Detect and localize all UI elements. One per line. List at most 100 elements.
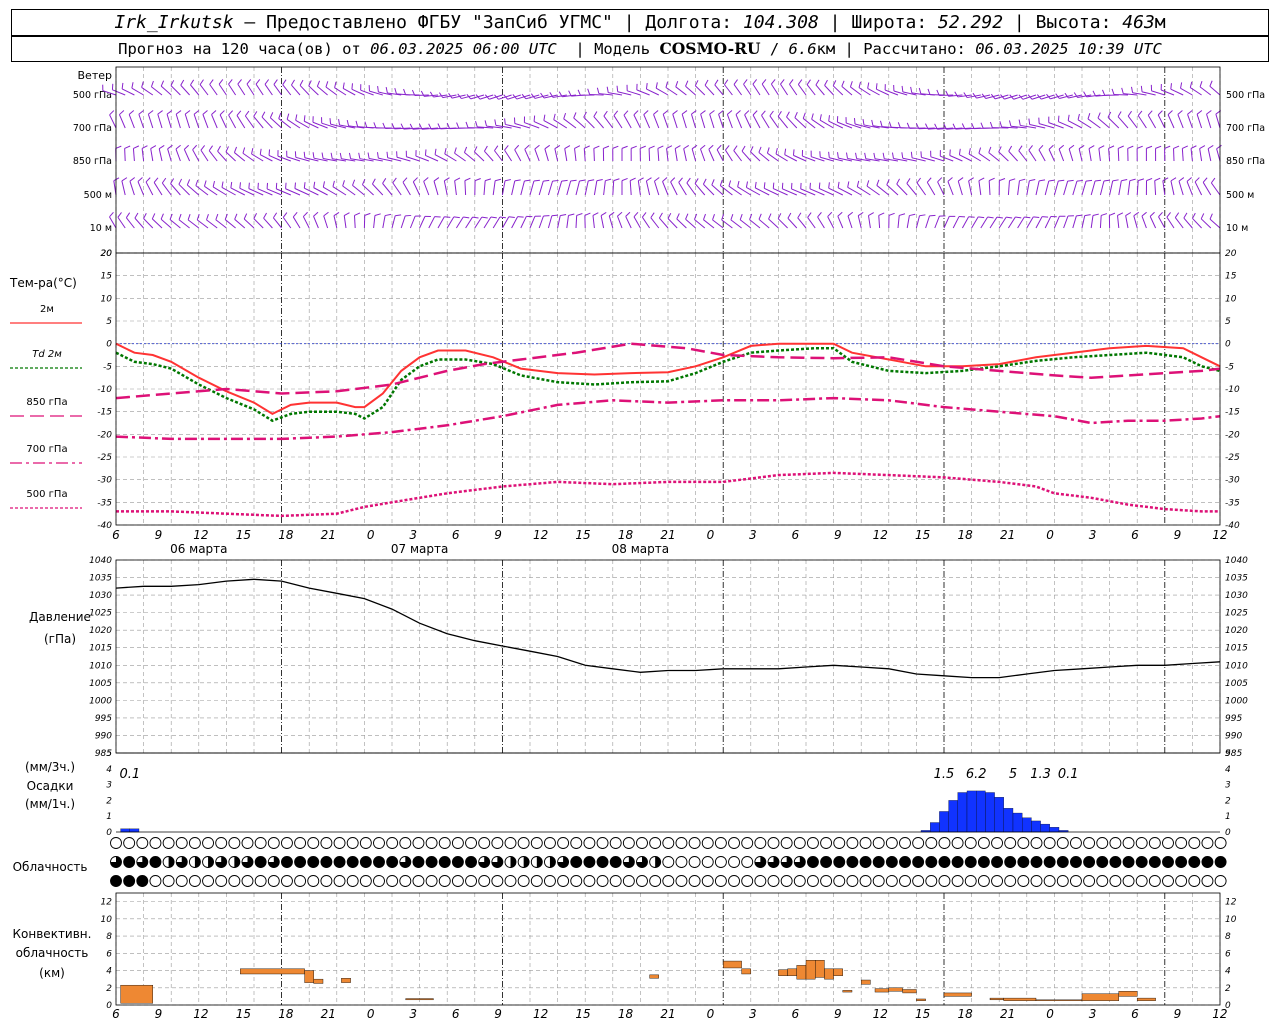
cloud-circle [714, 856, 727, 868]
wind-barb-feather [971, 122, 975, 129]
wind-barb-feather [128, 110, 135, 115]
wind-barb-staff [443, 180, 448, 196]
cloud-circle [596, 875, 609, 887]
cloud-circle [938, 837, 951, 849]
temp-tick-right: -5 [1225, 362, 1234, 372]
wind-barb-feather [584, 212, 591, 216]
cloud-symbol [530, 856, 543, 868]
cloud-symbol [1096, 837, 1109, 849]
wind-barb-staff [464, 152, 476, 162]
wind-barb-staff [547, 180, 554, 196]
wind-barb-staff [199, 84, 209, 96]
wind-barb-staff [1048, 122, 1064, 129]
cloud-circle [636, 875, 648, 887]
wind-barb-feather [1186, 177, 1192, 182]
wind-barb-feather [1058, 179, 1065, 182]
wind-barb-feather [654, 177, 660, 182]
wind-barb-staff [292, 216, 301, 229]
cloud-symbol [846, 875, 859, 887]
wind-barb-staff [637, 180, 641, 196]
wind-barb-staff [758, 152, 770, 162]
wind-barb-feather [770, 79, 776, 85]
cloud-symbol [175, 837, 188, 849]
cloud-circle [451, 837, 464, 849]
wind-barb-staff [392, 182, 402, 196]
conv-bar [815, 960, 825, 978]
wind-barb-feather [686, 177, 691, 184]
wind-level-left: 850 гПа [73, 156, 112, 167]
wind-barb-staff [694, 183, 706, 196]
cloud-symbol [1030, 837, 1043, 849]
temp-tick-right: -10 [1225, 385, 1240, 395]
cloud-symbol [767, 837, 780, 849]
cloud-symbol [1175, 837, 1188, 849]
cloud-symbol [425, 837, 438, 849]
cloud-circle [386, 875, 399, 887]
cloud-symbol [228, 837, 241, 849]
wind-barb-feather [342, 180, 345, 187]
cloud-symbol [188, 856, 201, 868]
wind-barb-feather [160, 213, 164, 220]
wind-barb-staff [1077, 94, 1092, 99]
wind-barb-staff [454, 152, 466, 162]
wind-barb-feather [837, 152, 839, 159]
wind-barb-feather [475, 121, 478, 128]
wind-barb-staff [1098, 148, 1101, 162]
wind-barb-feather [954, 91, 959, 98]
wind-barb-feather [1182, 145, 1188, 149]
cloud-symbol [780, 856, 793, 868]
wind-barb-feather [633, 211, 639, 218]
wind-barb-feather [234, 213, 238, 220]
cloud-circle [767, 875, 780, 887]
cloud-circle [359, 856, 372, 868]
cloud-symbol [675, 837, 688, 849]
wind-barb-staff [228, 83, 237, 96]
wind-barb-feather [875, 83, 878, 90]
cloud-circle [1069, 856, 1082, 868]
wind-barb-feather [237, 79, 242, 85]
pressure-yunit: (гПа) [44, 632, 76, 646]
wind-barb-staff [777, 116, 788, 129]
wind-barb-staff [800, 188, 816, 196]
cloud-circle [557, 875, 570, 887]
wind-barb-staff [483, 180, 486, 196]
wind-barb-feather [343, 212, 350, 216]
cloud-symbol [386, 837, 399, 849]
wind-barb-staff [1044, 180, 1050, 196]
wind-barb-staff [563, 118, 577, 129]
wind-barb-feather [737, 180, 740, 187]
wind-barb-feather [943, 123, 947, 130]
conv-bar [120, 984, 153, 1004]
wind-barb-staff [444, 153, 457, 162]
forecast-start: 06.03.2025 06:00 UTC [370, 40, 557, 58]
wind-barb-staff [400, 215, 406, 229]
cloud-circle [1109, 837, 1122, 849]
conv-bar [796, 965, 807, 980]
wind-barb-staff [797, 84, 807, 96]
wind-barb-staff [184, 113, 191, 129]
wind-barb-staff [694, 85, 706, 96]
cloud-symbol [622, 856, 635, 868]
wind-barb-feather [333, 211, 340, 217]
wind-barb-feather [714, 79, 719, 86]
cloud-fill [478, 856, 490, 868]
wind-barb-staff [125, 217, 135, 229]
wind-barb-feather [236, 110, 242, 116]
wind-barb-feather [382, 122, 386, 129]
wind-barb-feather [544, 144, 551, 150]
wind-barb-staff [902, 91, 917, 96]
cloud-circle [162, 875, 175, 887]
temp-legend-t850: 850 гПа [26, 397, 67, 408]
wind-barb-staff [786, 116, 798, 129]
cloud-circle [451, 875, 464, 887]
cloud-symbol [491, 837, 504, 849]
wind-barb-staff [313, 187, 328, 196]
wind-barb-feather [758, 146, 762, 153]
cloud-circle [912, 875, 925, 887]
wind-barb-feather [873, 152, 876, 159]
wind-barb-staff [665, 87, 678, 96]
wind-barb-staff [807, 217, 816, 229]
cloud-circle [793, 837, 806, 849]
lat-value: 52.292 [938, 12, 1004, 33]
wind-barb-staff [752, 114, 761, 129]
